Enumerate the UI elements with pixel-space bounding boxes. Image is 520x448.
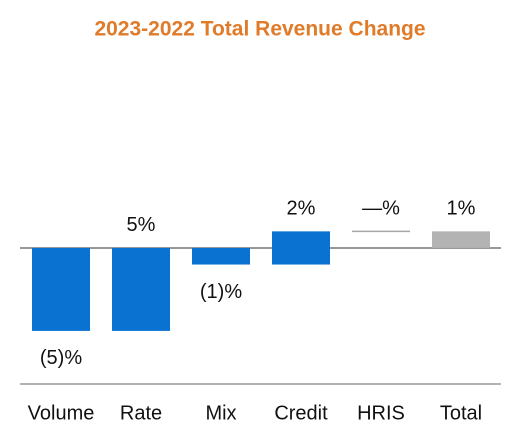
x-tick-label: Credit bbox=[274, 402, 328, 424]
data-label: 2% bbox=[287, 198, 316, 220]
bar bbox=[112, 247, 170, 331]
data-label: —% bbox=[362, 198, 400, 220]
bar bbox=[432, 231, 490, 248]
chart-title: 2023-2022 Total Revenue Change bbox=[94, 18, 425, 41]
x-tick-label: Rate bbox=[120, 402, 162, 424]
x-tick-label: Total bbox=[440, 402, 482, 424]
x-tick-label: Volume bbox=[28, 402, 95, 424]
data-label: 1% bbox=[447, 198, 476, 220]
data-label: (5)% bbox=[40, 347, 82, 369]
data-label: (1)% bbox=[200, 281, 242, 303]
data-label: 5% bbox=[127, 214, 156, 236]
x-tick-label: Mix bbox=[205, 402, 236, 424]
x-tick-label: HRIS bbox=[357, 402, 405, 424]
bar bbox=[32, 247, 90, 331]
bar bbox=[272, 231, 330, 265]
bar bbox=[192, 247, 250, 265]
